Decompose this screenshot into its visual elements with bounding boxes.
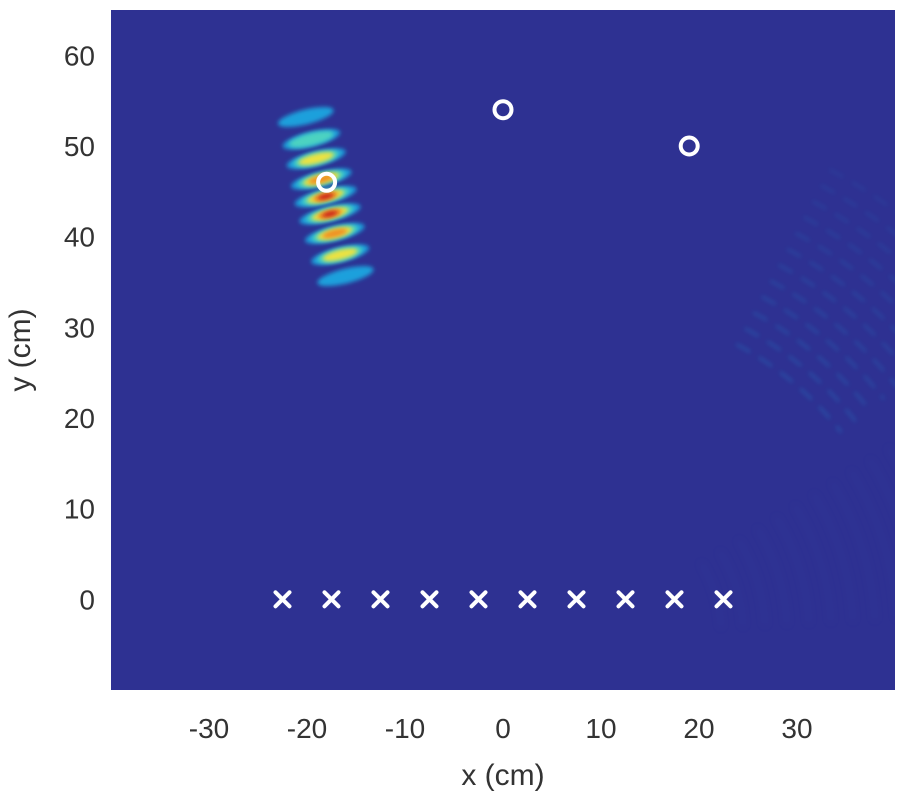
faint-arc xyxy=(831,481,876,621)
hotspot-band xyxy=(322,228,348,239)
faint-arc xyxy=(737,538,767,627)
hotspot-band xyxy=(288,131,334,148)
x-tick-labels: -30 -20 -10 0 10 20 30 xyxy=(189,713,813,744)
faint-arc xyxy=(793,504,833,624)
y-tick-label: 50 xyxy=(64,131,95,162)
y-tick-label: 20 xyxy=(64,403,95,434)
hotspot-band xyxy=(277,106,334,127)
diffraction-arc xyxy=(744,326,857,423)
diffraction-arc xyxy=(786,247,895,333)
target-marker xyxy=(492,99,514,121)
y-tick-label: 60 xyxy=(64,40,95,71)
y-tick-label: 40 xyxy=(64,222,95,253)
target-marker xyxy=(678,135,700,157)
x-axis-label: x (cm) xyxy=(461,759,544,792)
hotspot-band xyxy=(322,248,358,262)
sensor-stroke xyxy=(420,590,439,609)
x-tick-label: 20 xyxy=(683,713,714,744)
faint-arc xyxy=(812,492,855,623)
hotspot-band xyxy=(308,174,335,184)
sensor-marker xyxy=(616,590,635,609)
sensor-marker xyxy=(420,590,439,609)
y-tick-label: 0 xyxy=(79,584,95,615)
marker-layer xyxy=(273,99,733,609)
sensor-marker xyxy=(469,590,488,609)
sensor-marker xyxy=(322,590,341,609)
diffraction-arc xyxy=(735,342,843,434)
y-tick-label: 30 xyxy=(64,312,95,343)
sensor-stroke xyxy=(469,590,488,609)
sensor-marker xyxy=(518,590,537,609)
x-tick-label: 10 xyxy=(585,713,616,744)
sensor-stroke xyxy=(665,590,684,609)
hotspot-band xyxy=(317,265,374,287)
plot-background xyxy=(111,10,895,690)
sensor-stroke xyxy=(616,590,635,609)
y-axis-label: y (cm) xyxy=(4,308,37,391)
faint-arc xyxy=(756,527,789,626)
y-tick-labels: 0 10 20 30 40 50 60 xyxy=(64,40,95,615)
hotspot-band xyxy=(322,210,338,218)
diffraction-arc xyxy=(769,279,895,387)
faint-arc xyxy=(774,515,811,625)
y-tick-label: 10 xyxy=(64,494,95,525)
sensor-stroke xyxy=(714,590,733,609)
x-tick-label: 0 xyxy=(495,713,511,744)
x-tick-label: 30 xyxy=(781,713,812,744)
sensor-stroke xyxy=(322,590,341,609)
x-tick-label: -30 xyxy=(189,713,229,744)
sensor-stroke xyxy=(567,590,586,609)
sensor-stroke xyxy=(518,590,537,609)
faint-arc xyxy=(849,469,895,607)
faint-arc xyxy=(868,458,895,513)
sensor-marker xyxy=(273,590,292,609)
sensor-marker xyxy=(665,590,684,609)
diffraction-arc xyxy=(760,295,886,401)
faint-arc xyxy=(718,550,745,628)
diffraction-arc xyxy=(752,311,871,412)
hotspot-band xyxy=(298,152,334,166)
sensor-marker xyxy=(567,590,586,609)
sensor-stroke xyxy=(273,590,292,609)
intensity-field xyxy=(277,106,895,629)
hotspot-band xyxy=(317,193,334,200)
target-marker xyxy=(316,171,338,193)
sensor-stroke xyxy=(371,590,390,609)
sensor-marker xyxy=(714,590,733,609)
diffraction-arc xyxy=(777,263,895,359)
x-tick-label: -20 xyxy=(287,713,327,744)
hotspot-lobes xyxy=(277,106,374,287)
x-tick-label: -10 xyxy=(385,713,425,744)
faint-arc xyxy=(699,561,723,629)
sensor-marker xyxy=(371,590,390,609)
